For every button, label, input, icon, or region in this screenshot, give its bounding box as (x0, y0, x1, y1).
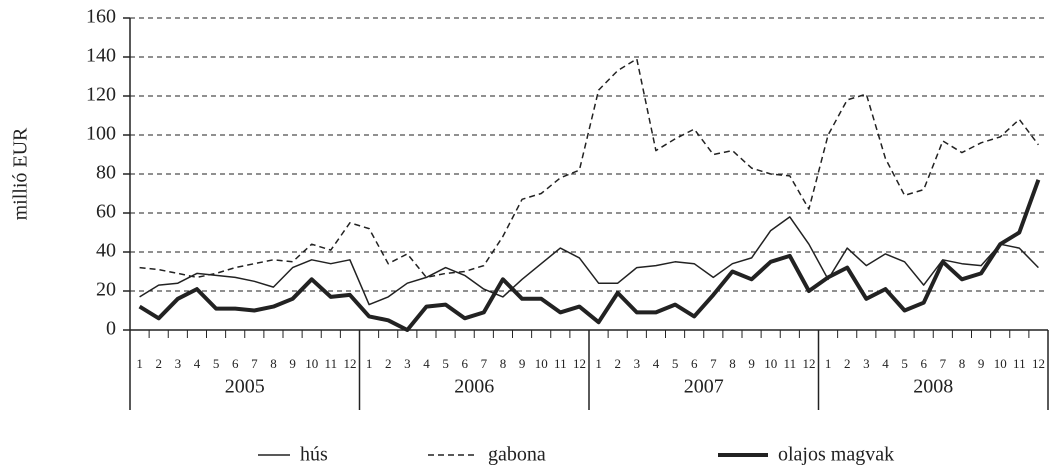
y-tick-label: 20 (96, 279, 116, 301)
series-line (138, 179, 1041, 332)
x-tick-label: 5 (901, 356, 908, 371)
year-label: 2005 (225, 376, 265, 398)
legend-label: olajos magvak (778, 444, 894, 466)
x-tick-label: 10 (305, 356, 318, 371)
x-tick-label: 8 (500, 356, 507, 371)
x-tick-label: 1 (366, 356, 373, 371)
x-tick-label: 9 (978, 356, 985, 371)
y-tick-label: 80 (96, 162, 116, 184)
x-tick-label: 9 (748, 356, 755, 371)
x-tick-label: 11 (1013, 356, 1026, 371)
x-tick-label: 7 (710, 356, 717, 371)
x-tick-label: 5 (442, 356, 449, 371)
x-tick-label: 9 (289, 356, 296, 371)
x-tick-label: 8 (729, 356, 736, 371)
x-tick-label: 3 (634, 356, 641, 371)
x-tick-label: 1 (825, 356, 832, 371)
x-tick-label: 4 (423, 356, 430, 371)
x-tick-label: 3 (175, 356, 182, 371)
x-tick-label: 10 (994, 356, 1007, 371)
x-tick-label: 1 (136, 356, 143, 371)
y-tick-label: 40 (96, 240, 116, 262)
y-tick-label: 140 (86, 45, 116, 67)
x-tick-label: 11 (784, 356, 797, 371)
x-tick-label: 6 (691, 356, 698, 371)
year-label: 2006 (454, 376, 494, 398)
y-tick-label: 0 (106, 318, 116, 340)
x-tick-label: 2 (155, 356, 162, 371)
x-tick-label: 10 (764, 356, 777, 371)
x-tick-label: 10 (535, 356, 548, 371)
year-label: 2007 (684, 376, 724, 398)
legend-label: gabona (488, 444, 546, 466)
series-line (139, 216, 1039, 306)
x-tick-label: 4 (194, 356, 201, 371)
x-tick-label: 8 (959, 356, 966, 371)
x-tick-label: 6 (461, 356, 468, 371)
x-tick-label: 4 (653, 356, 660, 371)
x-tick-label: 6 (232, 356, 239, 371)
x-tick-label: 2 (614, 356, 621, 371)
x-tick-label: 12 (802, 356, 815, 371)
y-tick-label: 120 (86, 84, 116, 106)
y-axis-label: millió EUR (10, 127, 32, 220)
x-tick-label: 6 (920, 356, 927, 371)
x-tick-label: 7 (481, 356, 488, 371)
y-tick-label: 60 (96, 201, 116, 223)
x-tick-label: 3 (863, 356, 870, 371)
x-tick-label: 2 (385, 356, 392, 371)
x-tick-label: 11 (554, 356, 567, 371)
series-line (139, 58, 1039, 279)
legend-label: hús (300, 444, 328, 466)
x-tick-label: 8 (270, 356, 277, 371)
x-tick-label: 7 (940, 356, 947, 371)
x-tick-label: 7 (251, 356, 258, 371)
x-tick-label: 5 (213, 356, 220, 371)
x-tick-label: 4 (882, 356, 889, 371)
x-tick-label: 11 (325, 356, 338, 371)
x-tick-label: 2 (844, 356, 851, 371)
year-label: 2008 (913, 376, 953, 398)
x-tick-label: 12 (573, 356, 586, 371)
x-tick-label: 12 (343, 356, 356, 371)
x-tick-label: 1 (595, 356, 602, 371)
x-tick-label: 5 (672, 356, 679, 371)
x-tick-label: 12 (1032, 356, 1045, 371)
y-tick-label: 100 (86, 123, 116, 145)
y-tick-label: 160 (86, 6, 116, 28)
x-tick-label: 9 (519, 356, 526, 371)
x-tick-label: 3 (404, 356, 411, 371)
